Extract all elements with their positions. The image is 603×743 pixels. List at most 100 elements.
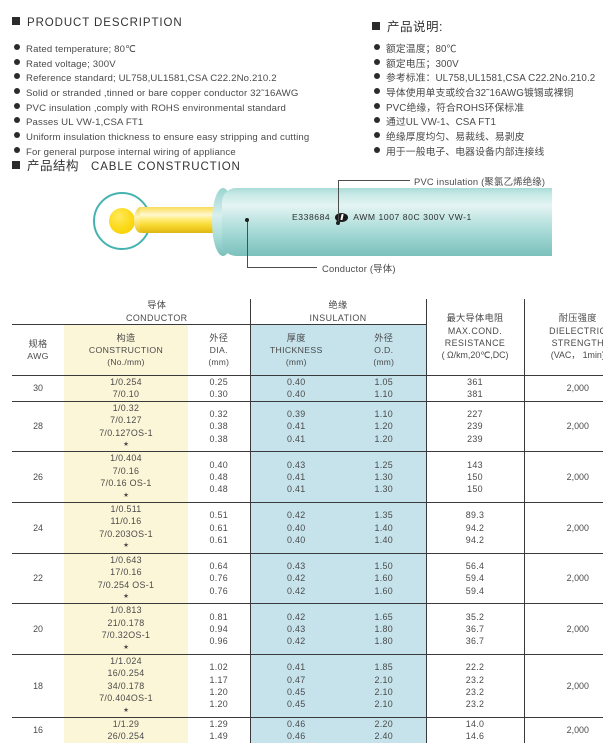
cell-od: 1.10 1.20 1.20 (342, 401, 427, 453)
cell-dielectric: 2,000 (523, 603, 603, 655)
list-item-label: 参考标准：UL758,UL1581,CSA C22.2No.210.2 (386, 73, 596, 85)
table-row: 26 1/0.404 7/0.16 7/0.16 OS-1 ★ 0.40 0.48 0.48 0… (12, 451, 603, 504)
list-item-label: 通过UL VW-1、CSA FT1 (386, 117, 497, 129)
cell-construction-value: 7/0.127OS-1 ★ (64, 427, 188, 452)
cell-resistance: 56.4 59.4 59.4 (427, 560, 524, 597)
column-header-dielectric-en2: STRENGTH (551, 338, 603, 348)
cell-dia-value: 0.48 (209, 484, 228, 495)
cell-construction-value: 1/1.29 (112, 718, 140, 729)
cell-resistance: 361 381 (427, 376, 524, 401)
column-header-dielectric-en1: DIELECTRIC (549, 325, 603, 336)
column-header-construction-cn: 构造 (116, 332, 136, 343)
cell-od-value: 1.80 (374, 636, 394, 647)
column-header-od-en: O.D. (374, 344, 394, 355)
cell-awg-value: 24 (33, 522, 43, 533)
cell-thickness-value: 0.43 (287, 560, 306, 571)
list-item-label: For general purpose internal wiring of a… (26, 146, 236, 158)
cell-thickness-value: 0.46 (287, 718, 306, 729)
cell-construction: 1/1.024 16/0.254 34/0.178 7/0.404OS-1 ★ (64, 655, 188, 717)
cell-construction-value: 1/0.404 (110, 453, 142, 464)
cell-od: 1.05 1.10 (342, 375, 427, 402)
list-item-label: PVC绝缘，符合ROHS环保标准 (386, 102, 525, 114)
cell-construction-value: 7/0.127 (110, 415, 142, 426)
cell-dia-value: 0.25 (209, 377, 228, 387)
square-bullet-icon (372, 22, 380, 30)
cell-dia-value: 1.02 (209, 662, 228, 673)
cell-od-value: 1.65 (374, 611, 394, 622)
cell-dielectric-value: 2,000 (566, 623, 589, 634)
cell-dia-value: 0.61 (209, 522, 228, 533)
list-item-label: Solid or stranded ,tinned or bare copper… (26, 88, 299, 100)
table-group-header-row: 导体 CONDUCTOR 绝缘 INSULATION 最大导体电阻 MAX.CO… (12, 299, 603, 376)
cell-thickness-value: 0.40 (287, 522, 306, 533)
cable-surface-print: E338684 AWM 1007 80C 300V VW-1 (292, 212, 472, 222)
group-header-conductor-cn: 导体 (147, 300, 167, 311)
cell-od-value: 1.05 (374, 377, 394, 387)
column-header-construction: 构造 CONSTRUCTION (No./mm) (64, 324, 188, 376)
round-bullet-icon (374, 102, 380, 109)
cell-awg: 16 (12, 717, 64, 742)
cell-od-value: 1.30 (374, 484, 394, 495)
star-marker-icon: ★ (123, 643, 130, 651)
star-marker-icon: ★ (123, 542, 130, 550)
cell-thickness-value: 0.45 (287, 686, 306, 697)
cable-construction-heading-cn-label: 产品结构 (27, 159, 80, 173)
cell-dielectric: 2,000 (523, 502, 603, 554)
cell-thickness: 0.43 0.41 0.41 (249, 451, 343, 504)
cell-thickness-value: 0.41 (287, 433, 306, 444)
round-bullet-icon (14, 88, 20, 95)
round-bullet-icon (14, 146, 20, 153)
cell-od: 2.20 2.40 (342, 718, 426, 743)
round-bullet-icon (374, 146, 380, 153)
cell-dielectric-value: 2,000 (566, 573, 589, 584)
cell-construction-value: 11/0.16 (110, 516, 142, 527)
cell-construction: 1/0.254 7/0.10 (64, 375, 188, 402)
column-header-thickness: 厚度 THICKNESS (mm) (249, 324, 343, 376)
cell-dielectric-value: 2,000 (566, 383, 589, 394)
list-item: Uniform insulation thickness to ensure e… (14, 132, 309, 145)
cell-construction-value: 16/0.254 (107, 668, 145, 679)
cell-dia-value: 0.81 (209, 611, 228, 622)
list-item-label: 导体使用单支或绞合32˜16AWG镀锡或裸铜 (386, 88, 574, 100)
product-description-heading-en: PRODUCT DESCRIPTION (12, 17, 183, 29)
cell-construction-value: 1/1.024 (110, 655, 142, 666)
cell-od-value: 2.10 (374, 686, 394, 697)
cell-od: 1.35 1.40 1.40 (342, 509, 426, 546)
cell-awg-value: 20 (33, 623, 43, 634)
column-header-od-cn: 外径 (374, 332, 394, 343)
cell-dielectric-value: 2,000 (566, 680, 589, 691)
cell-dielectric: 2,000 (523, 717, 603, 743)
description-list-cn: 额定温度；80℃ 额定电压；300V 参考标准：UL758,UL1581,CSA… (374, 44, 595, 162)
group-header-spacer-awg (12, 299, 64, 325)
cell-construction: 1/0.32 7/0.127 7/0.127OS-1 ★ (64, 401, 188, 453)
cell-resistance: 14.0 14.6 (427, 718, 524, 743)
cell-resistance-value: 227 (467, 409, 483, 420)
cell-resistance: 89.3 94.2 94.2 (427, 509, 524, 546)
cell-resistance-value: 36.7 (465, 636, 485, 647)
cell-dia: 0.40 0.48 0.48 (188, 451, 251, 504)
cell-od: 1.65 1.80 1.80 (342, 611, 426, 648)
round-bullet-icon (14, 73, 20, 80)
cable-print-file-number: E338684 (292, 212, 331, 222)
cell-construction-value: 1/0.813 (110, 605, 142, 616)
cell-construction: 1/0.813 21/0.178 7/0.32OS-1 ★ (64, 604, 188, 654)
cell-thickness: 0.40 0.40 (249, 375, 343, 402)
round-bullet-icon (374, 117, 380, 124)
column-header-thickness-en: THICKNESS (269, 344, 323, 355)
column-header-thickness-unit: (mm) (285, 357, 307, 368)
cell-thickness: 0.42 0.40 0.40 (251, 509, 343, 546)
cell-thickness-value: 0.43 (287, 623, 306, 634)
group-header-insulation: 绝缘 INSULATION (249, 299, 427, 325)
cross-section-conductor-core (109, 208, 135, 234)
column-header-awg-en: AWG (27, 351, 49, 361)
cell-thickness-value: 0.45 (287, 699, 306, 710)
cell-construction-value: 34/0.178 (107, 680, 145, 691)
cell-dielectric: 2,000 (523, 654, 603, 718)
cell-dielectric-value: 2,000 (566, 421, 589, 432)
cell-dielectric: 2,000 (523, 401, 603, 453)
column-header-dielectric-unit: (VAC， 1min) (550, 350, 603, 361)
column-header-thickness-cn: 厚度 (286, 332, 306, 343)
cell-thickness-value: 0.40 (287, 377, 306, 387)
column-header-resistance: 最大导体电阻 MAX.COND. RESISTANCE ( Ω/km,20℃,D… (426, 299, 525, 376)
cell-od-value: 1.10 (374, 389, 394, 400)
